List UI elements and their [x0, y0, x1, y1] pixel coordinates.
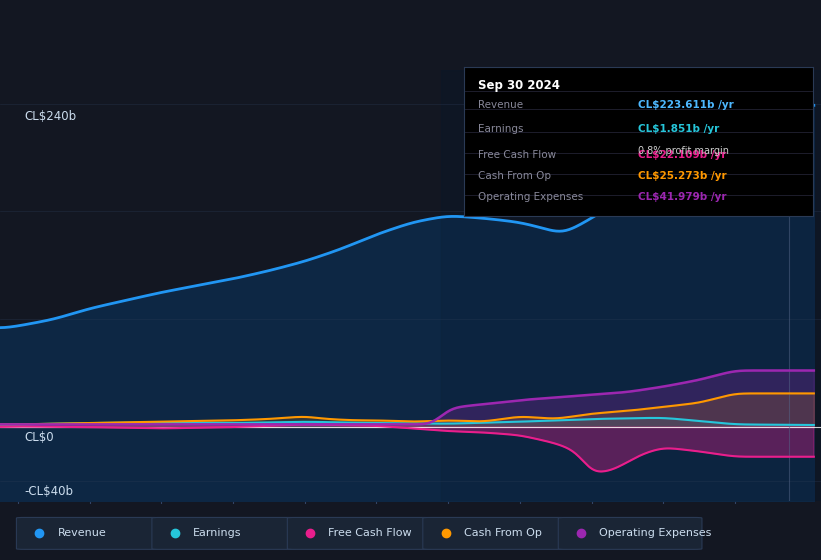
Text: CL$240b: CL$240b [25, 110, 76, 123]
FancyBboxPatch shape [423, 517, 566, 549]
Text: Free Cash Flow: Free Cash Flow [478, 150, 556, 160]
Text: Operating Expenses: Operating Expenses [599, 529, 712, 538]
Text: CL$22.109b /yr: CL$22.109b /yr [639, 150, 727, 160]
FancyBboxPatch shape [16, 517, 160, 549]
Text: Free Cash Flow: Free Cash Flow [328, 529, 412, 538]
Text: Earnings: Earnings [478, 124, 523, 134]
Text: Revenue: Revenue [57, 529, 106, 538]
Text: CL$1.851b /yr: CL$1.851b /yr [639, 124, 719, 134]
Text: CL$0: CL$0 [25, 431, 54, 445]
Text: Operating Expenses: Operating Expenses [478, 192, 583, 202]
Bar [441, 70, 821, 501]
FancyBboxPatch shape [152, 517, 296, 549]
FancyBboxPatch shape [558, 517, 702, 549]
Text: CL$223.611b /yr: CL$223.611b /yr [639, 100, 734, 110]
Text: Cash From Op: Cash From Op [478, 171, 551, 181]
Text: 0.8% profit margin: 0.8% profit margin [639, 146, 729, 156]
Text: CL$25.273b /yr: CL$25.273b /yr [639, 171, 727, 181]
Text: -CL$40b: -CL$40b [25, 486, 74, 498]
FancyBboxPatch shape [287, 517, 431, 549]
Text: Sep 30 2024: Sep 30 2024 [478, 79, 560, 92]
Text: Earnings: Earnings [193, 529, 241, 538]
Text: CL$41.979b /yr: CL$41.979b /yr [639, 192, 727, 202]
Text: Cash From Op: Cash From Op [464, 529, 542, 538]
Text: Revenue: Revenue [478, 100, 523, 110]
